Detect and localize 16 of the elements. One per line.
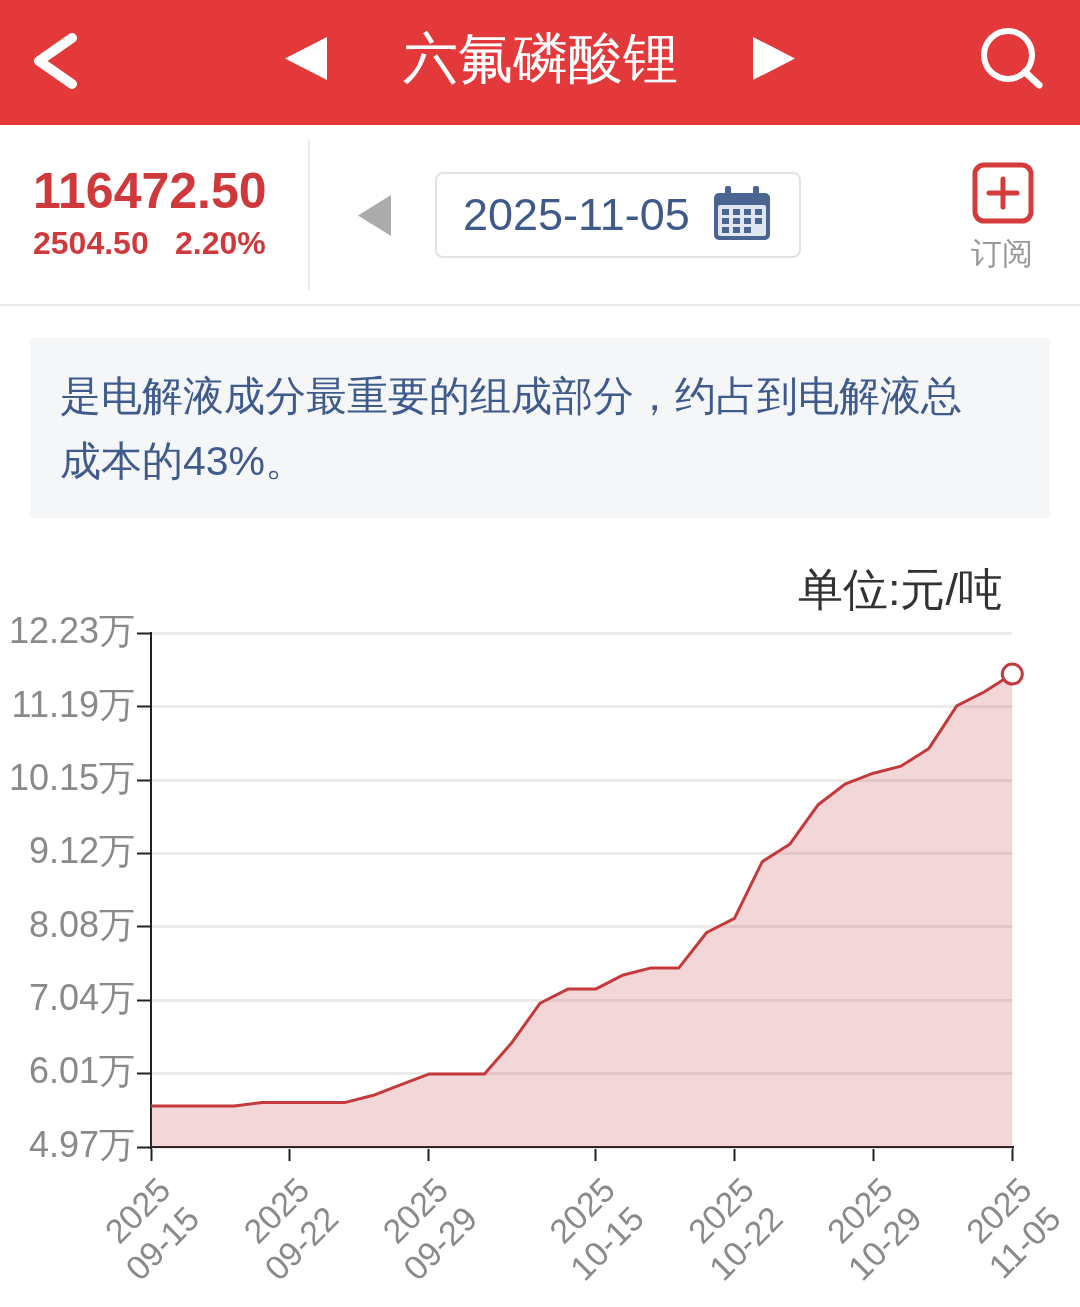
text: 订阅 <box>970 235 1034 273</box>
text: 116472.50 <box>33 163 267 219</box>
text: 2025-11-05 <box>463 189 690 241</box>
chart-subtitle: 是电解液成分最重要的组成部分，约占到电解液总成本的43%。 <box>60 372 963 486</box>
y-tick-label: 7.04万 <box>28 977 135 1019</box>
y-tick-label: 11.19万 <box>11 683 135 725</box>
text: 2504.50 <box>33 224 149 262</box>
text: 2.20% <box>175 224 266 262</box>
y-tick-label: 9.12万 <box>28 830 135 872</box>
y-tick-label: 6.01万 <box>28 1050 135 1092</box>
y-axis-title: 单位:元/吨 <box>797 564 1003 616</box>
y-tick-label: 10.15万 <box>8 757 135 799</box>
y-tick-label: 4.97万 <box>28 1123 135 1165</box>
y-tick-label: 8.08万 <box>28 903 135 945</box>
chart-title: 六氟磷酸锂 <box>401 26 679 90</box>
y-tick-label: 12.23万 <box>8 609 135 651</box>
